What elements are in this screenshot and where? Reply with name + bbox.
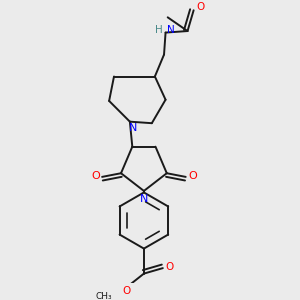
Text: O: O xyxy=(196,2,205,12)
Text: N: N xyxy=(140,194,148,204)
Text: O: O xyxy=(123,286,131,296)
Text: O: O xyxy=(91,171,100,181)
Text: CH₃: CH₃ xyxy=(95,292,112,300)
Text: H: H xyxy=(155,25,163,35)
Text: N: N xyxy=(129,123,138,134)
Text: N: N xyxy=(167,25,175,35)
Text: O: O xyxy=(188,171,197,181)
Text: O: O xyxy=(165,262,174,272)
